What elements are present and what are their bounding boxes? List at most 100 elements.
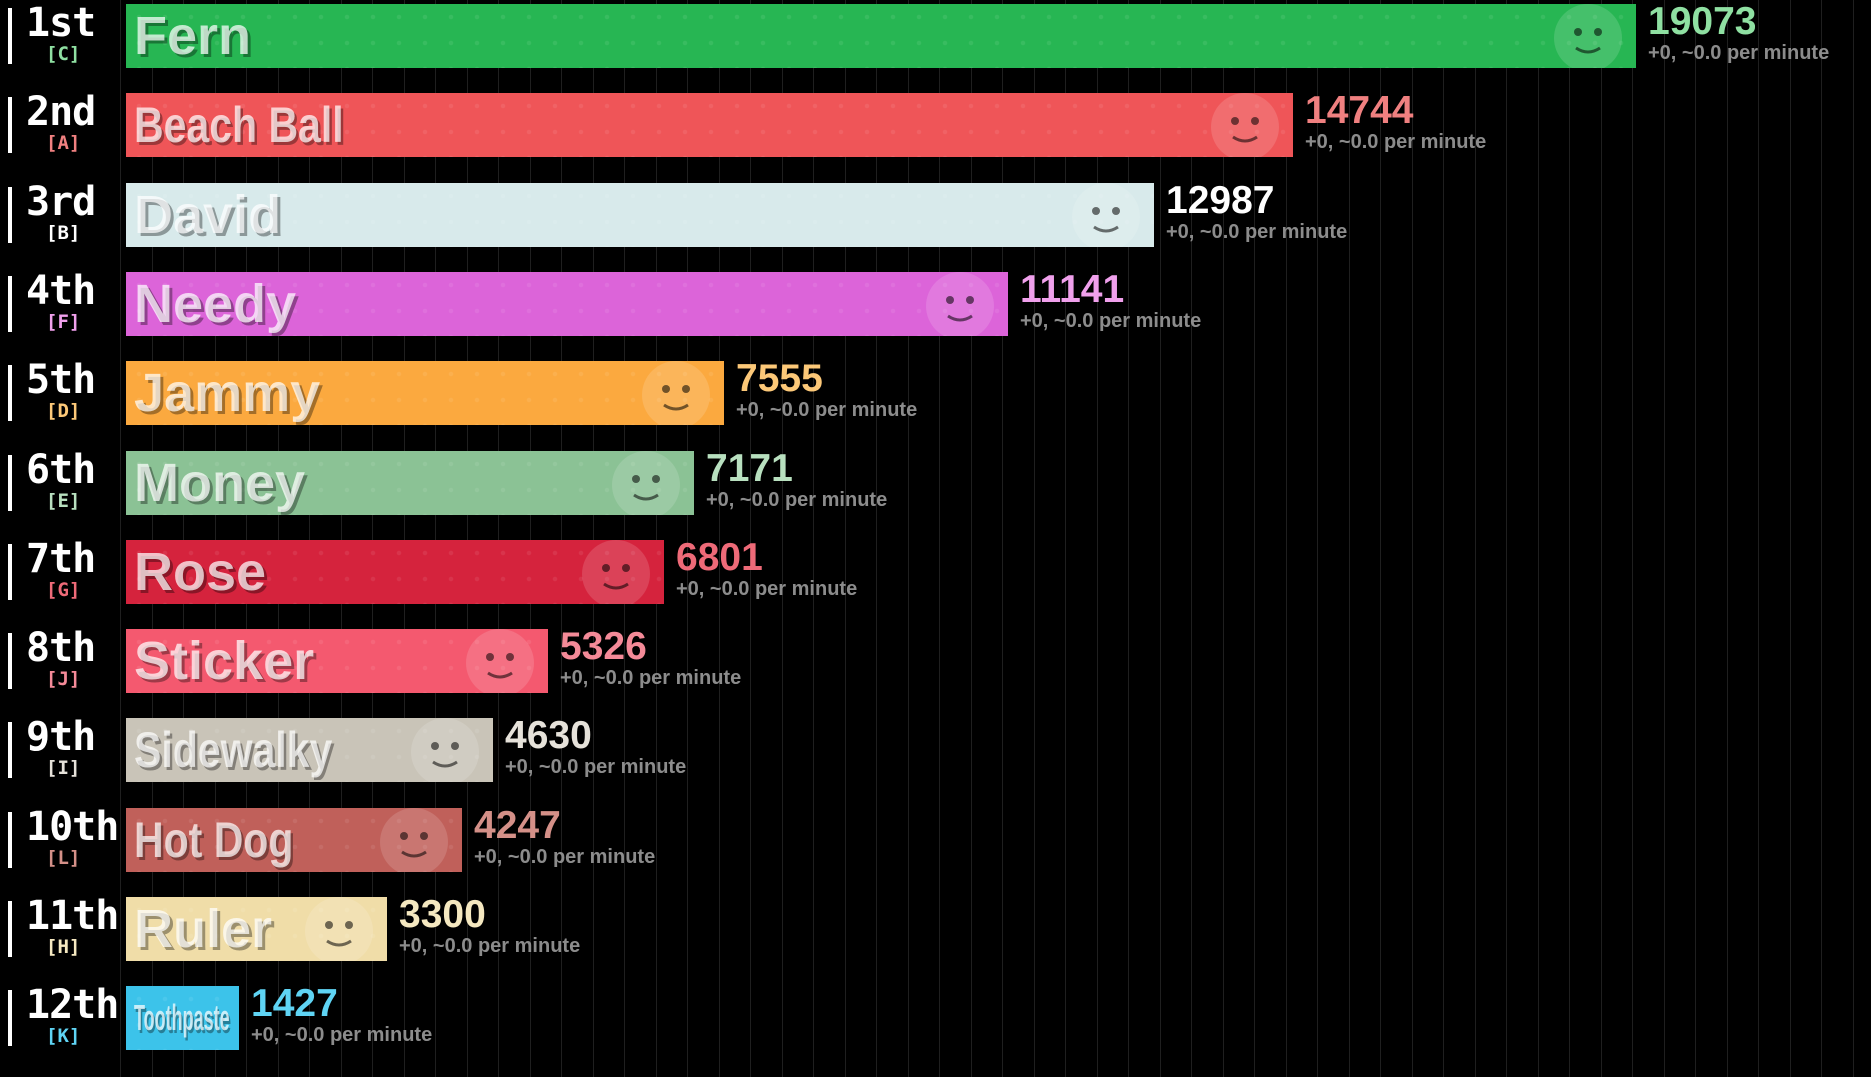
rank-group-tag: [J]	[46, 668, 81, 690]
bar-texture	[126, 451, 694, 515]
rate-text: +0, ~0.0 per minute	[399, 935, 581, 957]
gridline	[1191, 0, 1192, 1077]
gridline	[278, 0, 279, 1077]
gridline	[120, 0, 121, 1077]
bar-fern: Fern	[126, 4, 1636, 68]
gridline	[1380, 0, 1381, 1077]
rank-ordinal: 1st	[26, 0, 96, 46]
gridline	[1002, 0, 1003, 1077]
bar-ruler: Ruler	[126, 897, 387, 961]
value-label: 6801 +0, ~0.0 per minute	[676, 536, 858, 601]
character-portrait-icon	[1526, 4, 1636, 68]
value-number: 6801	[676, 536, 763, 579]
gridline	[656, 0, 657, 1077]
bar-name-label: Beach Ball	[134, 97, 344, 153]
bar-name-label: Jammy	[134, 363, 321, 423]
rank-label: 10th [L]	[26, 806, 131, 868]
gridline	[1821, 0, 1822, 1077]
bar-texture	[126, 183, 1154, 247]
rate-text: +0, ~0.0 per minute	[736, 399, 918, 421]
gridline	[1632, 0, 1633, 1077]
rank-label: 12th [K]	[26, 984, 131, 1046]
character-portrait-icon	[554, 540, 664, 604]
rate-text: +0, ~0.0 per minute	[560, 667, 742, 689]
rank-group-tag: [E]	[46, 490, 81, 512]
character-portrait-icon	[438, 629, 548, 693]
rank-divider	[8, 722, 12, 778]
rate-text: +0, ~0.0 per minute	[1648, 42, 1830, 64]
value-label: 3300 +0, ~0.0 per minute	[399, 895, 581, 958]
rank-ordinal: 7th	[26, 536, 96, 582]
bar-texture	[126, 361, 724, 425]
bar-sidewalky: Sidewalky	[126, 718, 493, 782]
bar-money: Money	[126, 451, 694, 515]
bar-texture	[126, 272, 1008, 336]
character-portrait-icon	[1044, 183, 1154, 247]
gridline	[813, 0, 814, 1077]
value-label: 14744 +0, ~0.0 per minute	[1305, 91, 1486, 154]
rate-text: +0, ~0.0 per minute	[1166, 221, 1348, 243]
bar-texture	[126, 808, 462, 872]
gridline	[530, 0, 531, 1077]
bar-name-label: Sticker	[134, 631, 315, 691]
value-number: 7171	[706, 447, 793, 490]
rank-divider	[8, 187, 12, 243]
gridline	[1664, 0, 1665, 1077]
rate-text: +0, ~0.0 per minute	[1020, 310, 1202, 332]
value-number: 19073	[1648, 0, 1757, 43]
rank-ordinal: 4th	[26, 268, 96, 314]
gridline	[1443, 0, 1444, 1077]
gridline	[215, 0, 216, 1077]
rank-group-tag: [L]	[46, 847, 81, 869]
rate-text: +0, ~0.0 per minute	[676, 578, 858, 600]
bar-toothpaste: Toothpaste	[126, 986, 239, 1050]
gridline	[1506, 0, 1507, 1077]
value-number: 12987	[1166, 179, 1275, 222]
gridline	[1065, 0, 1066, 1077]
gridline	[971, 0, 972, 1077]
character-portrait-icon	[584, 451, 694, 515]
bar-rose: Rose	[126, 540, 664, 604]
gridline	[1790, 0, 1791, 1077]
bar-sticker: Sticker	[126, 629, 548, 693]
bar-needy: Needy	[126, 272, 1008, 336]
value-number: 1427	[251, 982, 338, 1025]
gridline	[1538, 0, 1539, 1077]
gridline	[152, 0, 153, 1077]
gridline	[1317, 0, 1318, 1077]
rank-divider	[8, 990, 12, 1046]
character-portrait-icon	[898, 272, 1008, 336]
rank-group-tag: [C]	[46, 43, 81, 65]
gridline	[1695, 0, 1696, 1077]
gridline	[183, 0, 184, 1077]
gridline	[498, 0, 499, 1077]
gridline	[593, 0, 594, 1077]
value-label: 4247 +0, ~0.0 per minute	[474, 806, 655, 869]
value-label: 11141 +0, ~0.0 per minute	[1020, 268, 1202, 333]
bar-texture	[126, 986, 239, 1050]
gridline	[908, 0, 909, 1077]
bar-name-label: Money	[134, 453, 306, 513]
gridline	[309, 0, 310, 1077]
gridline	[1853, 0, 1854, 1077]
bar-david: David	[126, 183, 1154, 247]
value-number: 11141	[1020, 268, 1125, 311]
bar-texture	[126, 93, 1293, 157]
rate-text: +0, ~0.0 per minute	[505, 756, 687, 778]
gridline	[1601, 0, 1602, 1077]
rank-ordinal: 2nd	[26, 89, 96, 135]
character-portrait-icon	[1183, 93, 1293, 157]
rank-divider	[8, 276, 12, 332]
value-label: 7555 +0, ~0.0 per minute	[736, 359, 918, 422]
rank-ordinal: 3rd	[26, 179, 96, 225]
gridline	[719, 0, 720, 1077]
gridline	[845, 0, 846, 1077]
rank-divider	[8, 455, 12, 511]
bar-name-label: Rose	[134, 542, 267, 602]
rank-group-tag: [H]	[46, 936, 81, 958]
rank-label: 11th [H]	[26, 895, 131, 957]
gridline	[1569, 0, 1570, 1077]
rank-group-tag: [I]	[46, 757, 81, 779]
gridline	[1286, 0, 1287, 1077]
bar-texture	[126, 718, 493, 782]
